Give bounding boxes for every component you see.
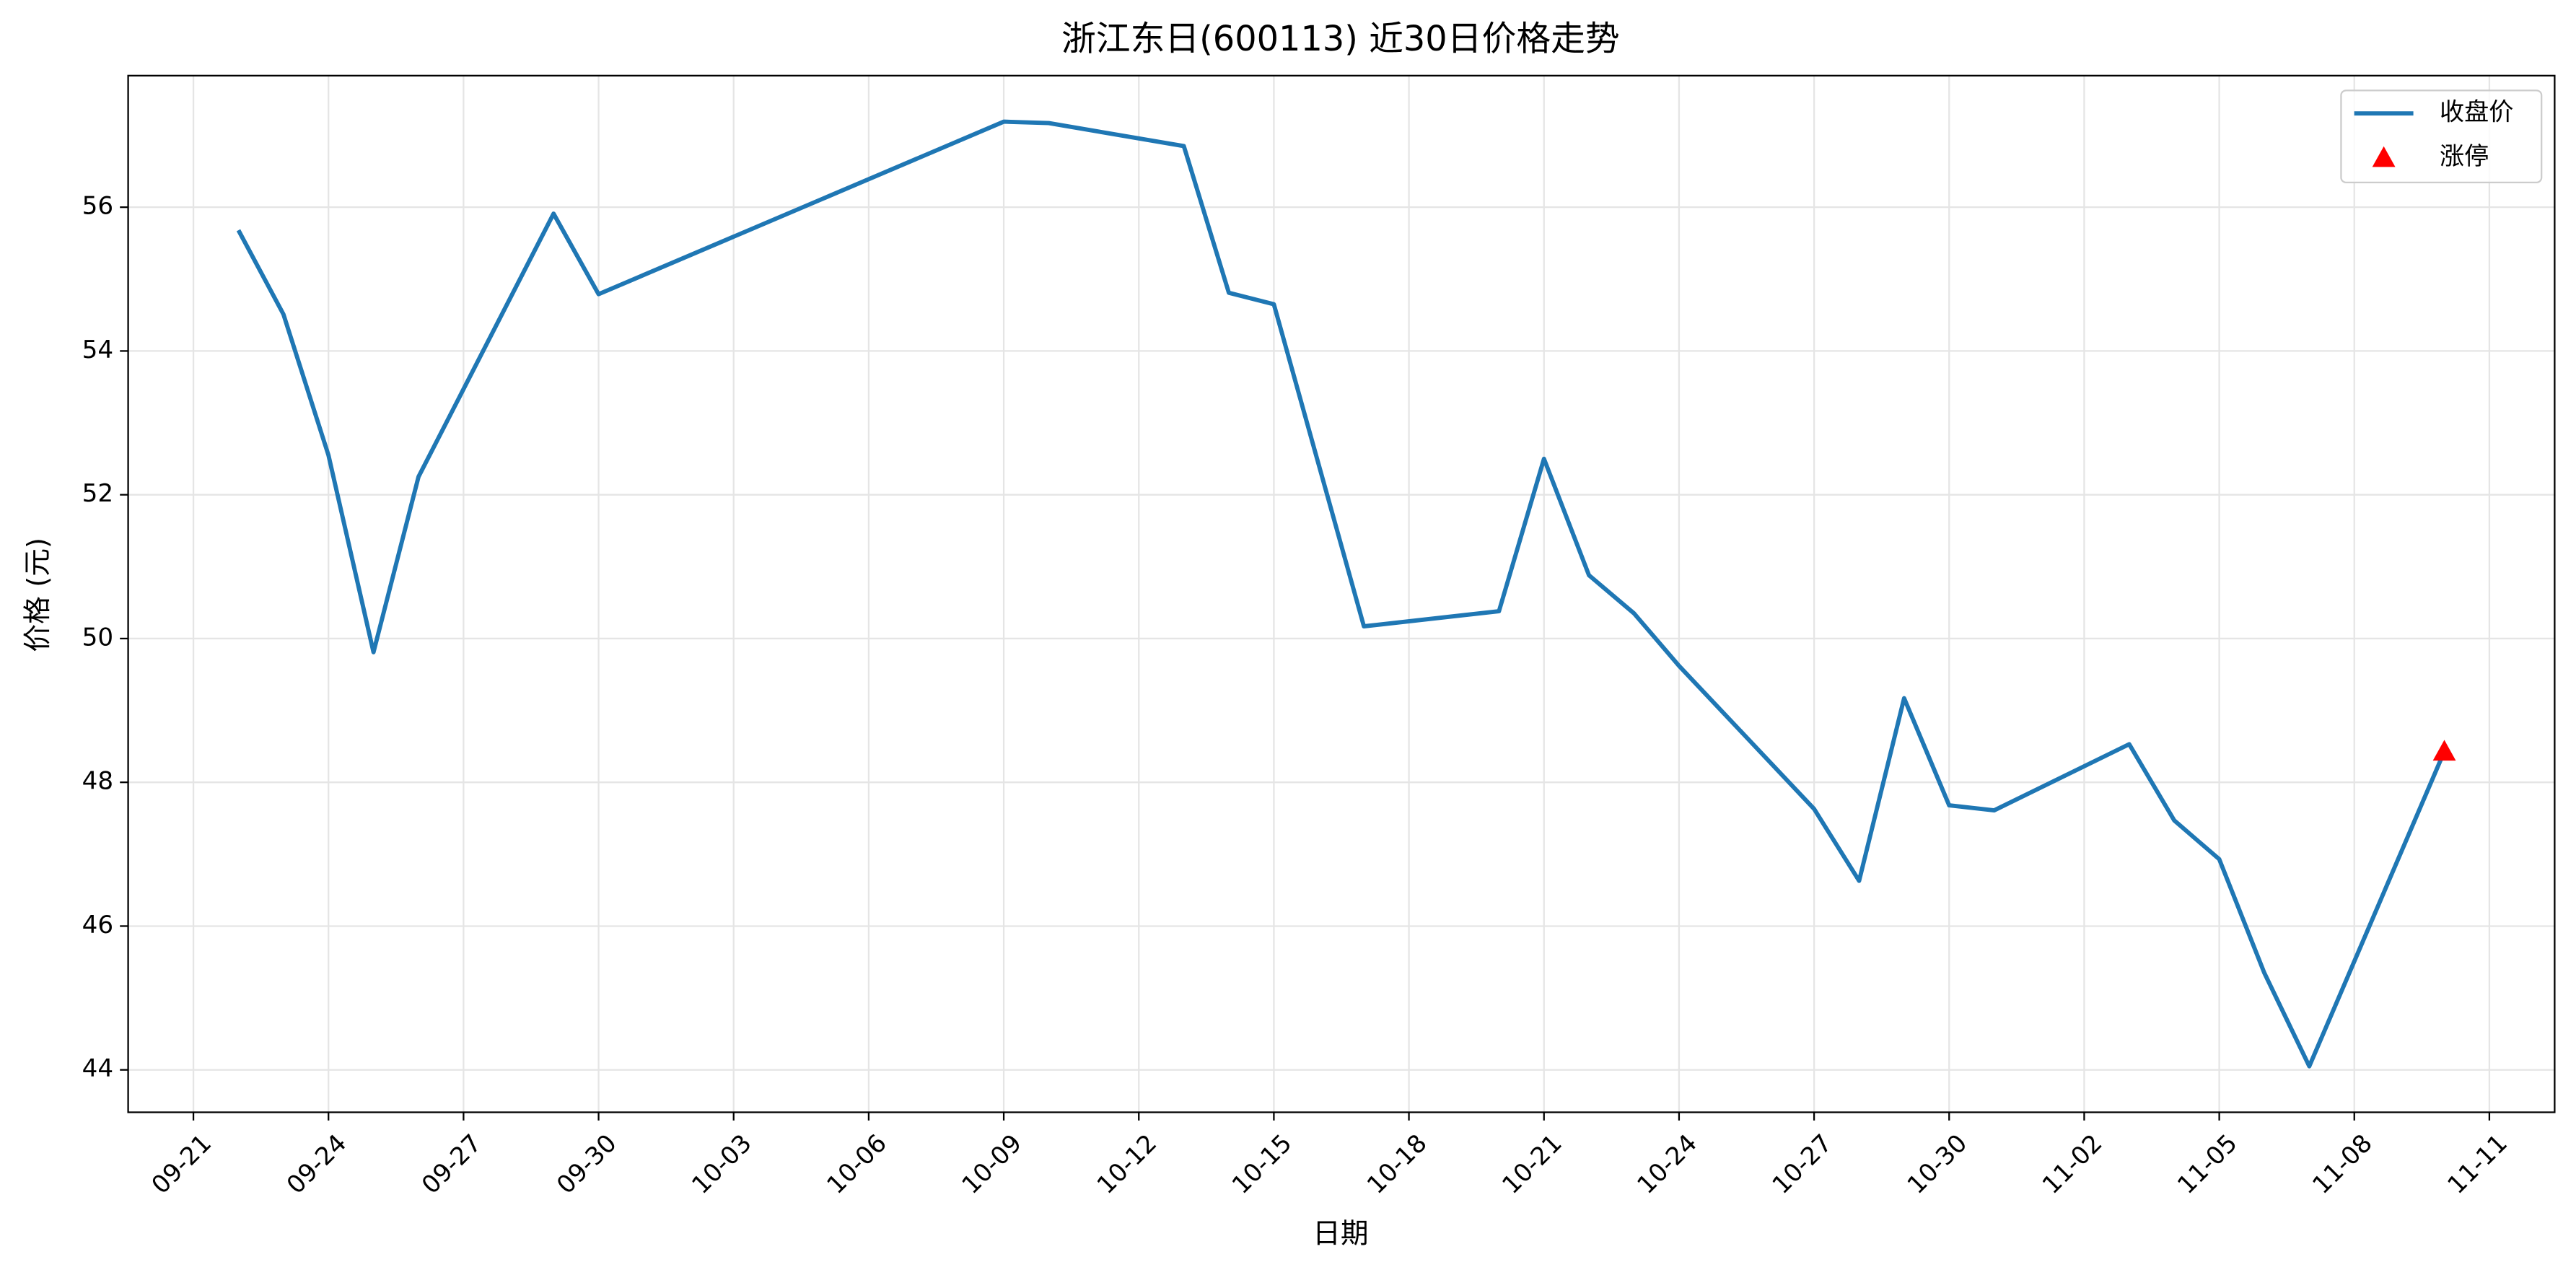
y-tick-label: 52 <box>82 479 113 508</box>
legend-label: 收盘价 <box>2440 98 2513 127</box>
x-axis-label: 日期 <box>1313 1218 1368 1250</box>
legend-swatch <box>2372 146 2396 167</box>
limit-up-marker <box>2432 740 2456 761</box>
y-tick-label: 46 <box>82 911 113 939</box>
chart-title: 浙江东日(600113) 近30日价格走势 <box>1061 19 1620 59</box>
price-line <box>236 119 2447 1069</box>
y-tick-label: 56 <box>82 192 113 221</box>
y-axis-label: 价格 (元) <box>22 538 54 652</box>
y-tick-label: 50 <box>82 623 113 652</box>
legend-label: 涨停 <box>2440 142 2489 171</box>
y-tick-label: 48 <box>82 767 113 796</box>
plot-frame <box>127 74 2556 1113</box>
y-tick-label: 54 <box>82 336 113 364</box>
y-tick-label: 44 <box>82 1054 113 1083</box>
